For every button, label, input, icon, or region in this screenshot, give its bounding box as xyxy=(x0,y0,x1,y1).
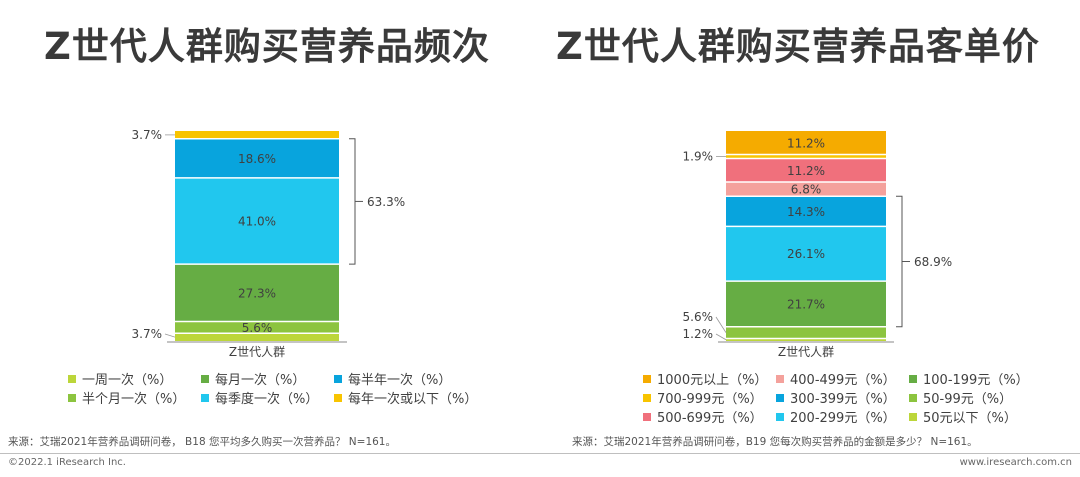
legend-swatch xyxy=(776,375,784,383)
legend-item: 50元以下（%） xyxy=(909,407,1017,426)
footer-copyright: ©2022.1 iResearch Inc. xyxy=(8,457,126,468)
legend-item: 700-999元（%） xyxy=(643,388,763,407)
bar-segment-0-4 xyxy=(175,138,339,178)
legend-label: 500-699元（%） xyxy=(657,411,763,426)
bracket-label-0: 63.3% xyxy=(367,195,405,209)
legend-item: 每季度一次（%） xyxy=(201,388,318,407)
legend-label: 每月一次（%） xyxy=(215,373,306,388)
legend-label: 50-99元（%） xyxy=(923,392,1013,407)
bar-segment-0-1 xyxy=(175,321,339,334)
bracket-label-1: 68.9% xyxy=(914,255,952,269)
data-label-0-0: 3.7% xyxy=(132,327,163,341)
data-label-1-6: 11.2% xyxy=(787,164,825,178)
legend-swatch xyxy=(334,394,342,402)
bracket-1 xyxy=(896,195,903,328)
bar-segment-0-5 xyxy=(175,131,339,139)
legend-swatch xyxy=(909,394,917,402)
data-label-0-2: 27.3% xyxy=(238,286,276,300)
legend-swatch xyxy=(776,413,784,421)
leader-line-1-1 xyxy=(715,316,727,333)
bar-segment-1-0 xyxy=(726,338,886,341)
legend-item: 300-399元（%） xyxy=(776,388,896,407)
data-label-1-4: 14.3% xyxy=(787,205,825,219)
legend-swatch xyxy=(334,375,342,383)
leader-line-1-0 xyxy=(715,333,727,341)
bar-segment-1-5 xyxy=(726,182,886,197)
legend-item: 每年一次或以下（%） xyxy=(334,388,477,407)
legend-label: 400-499元（%） xyxy=(790,373,896,388)
category-label-1: Z世代人群 xyxy=(778,345,834,359)
bar-segment-1-8 xyxy=(726,131,886,155)
legend-item: 1000元以上（%） xyxy=(643,369,767,388)
data-label-0-3: 41.0% xyxy=(238,214,276,228)
data-label-1-2: 21.7% xyxy=(787,297,825,311)
data-label-1-0: 1.2% xyxy=(683,327,714,341)
legend-item: 半个月一次（%） xyxy=(68,388,185,407)
legend-item: 400-499元（%） xyxy=(776,369,896,388)
legend-label: 每季度一次（%） xyxy=(215,392,319,407)
bracket-0 xyxy=(349,138,356,265)
bar-segment-1-6 xyxy=(726,158,886,183)
bar-segment-0-0 xyxy=(175,333,339,341)
legend-label: 50元以下（%） xyxy=(923,411,1017,426)
bar-segment-0-3 xyxy=(175,177,339,265)
legend-swatch xyxy=(201,375,209,383)
legend-item: 50-99元（%） xyxy=(909,388,1012,407)
legend-swatch xyxy=(643,413,651,421)
legend-swatch xyxy=(643,394,651,402)
legend-label: 300-399元（%） xyxy=(790,392,896,407)
legend-item: 100-199元（%） xyxy=(909,369,1029,388)
bar-segment-1-2 xyxy=(726,281,886,327)
legend-label: 一周一次（%） xyxy=(82,373,173,388)
legend-swatch xyxy=(201,394,209,402)
legend-label: 每半年一次（%） xyxy=(348,373,452,388)
legend-label: 1000元以上（%） xyxy=(657,373,768,388)
leader-line-0-0 xyxy=(164,333,176,338)
source-note-frequency: 来源：艾瑞2021年营养品调研问卷， B18 您平均多久购买一次营养品？ N=1… xyxy=(8,436,396,448)
legend-swatch xyxy=(909,375,917,383)
legend-item: 200-299元（%） xyxy=(776,407,896,426)
data-label-0-1: 5.6% xyxy=(242,321,273,335)
legend-swatch xyxy=(776,394,784,402)
source-note-price: 来源：艾瑞2021年营养品调研问卷，B19 您每次购买营养品的金额是多少？ N=… xyxy=(572,436,978,448)
bar-segment-1-7 xyxy=(726,154,886,159)
bar-segment-0-2 xyxy=(175,264,339,322)
chart-title-price: Z世代人群购买营养品客单价 xyxy=(556,25,1040,68)
data-label-1-5: 6.8% xyxy=(791,183,822,197)
legend-label: 每年一次或以下（%） xyxy=(348,392,478,407)
data-label-0-4: 18.6% xyxy=(238,152,276,166)
data-label-1-8: 11.2% xyxy=(787,136,825,150)
data-label-0-5: 3.7% xyxy=(132,128,163,142)
bar-segment-1-1 xyxy=(726,326,886,339)
legend-swatch xyxy=(909,413,917,421)
legend-label: 100-199元（%） xyxy=(923,373,1029,388)
footer-website: www.iresearch.com.cn xyxy=(959,457,1072,468)
footer-divider xyxy=(0,453,1080,454)
bar-segment-1-4 xyxy=(726,196,886,227)
legend-label: 200-299元（%） xyxy=(790,411,896,426)
legend-swatch xyxy=(643,375,651,383)
legend-swatch xyxy=(68,394,76,402)
data-label-1-3: 26.1% xyxy=(787,247,825,261)
category-label-0: Z世代人群 xyxy=(229,345,285,359)
bar-segment-1-3 xyxy=(726,226,886,282)
legend-item: 每月一次（%） xyxy=(201,369,305,388)
legend-label: 半个月一次（%） xyxy=(82,392,186,407)
legend-item: 500-699元（%） xyxy=(643,407,763,426)
data-label-1-7: 1.9% xyxy=(683,150,714,164)
legend-item: 每半年一次（%） xyxy=(334,369,451,388)
legend-label: 700-999元（%） xyxy=(657,392,763,407)
legend-swatch xyxy=(68,375,76,383)
chart-title-frequency: Z世代人群购买营养品频次 xyxy=(44,25,490,68)
data-label-1-1: 5.6% xyxy=(683,310,714,324)
legend-item: 一周一次（%） xyxy=(68,369,172,388)
